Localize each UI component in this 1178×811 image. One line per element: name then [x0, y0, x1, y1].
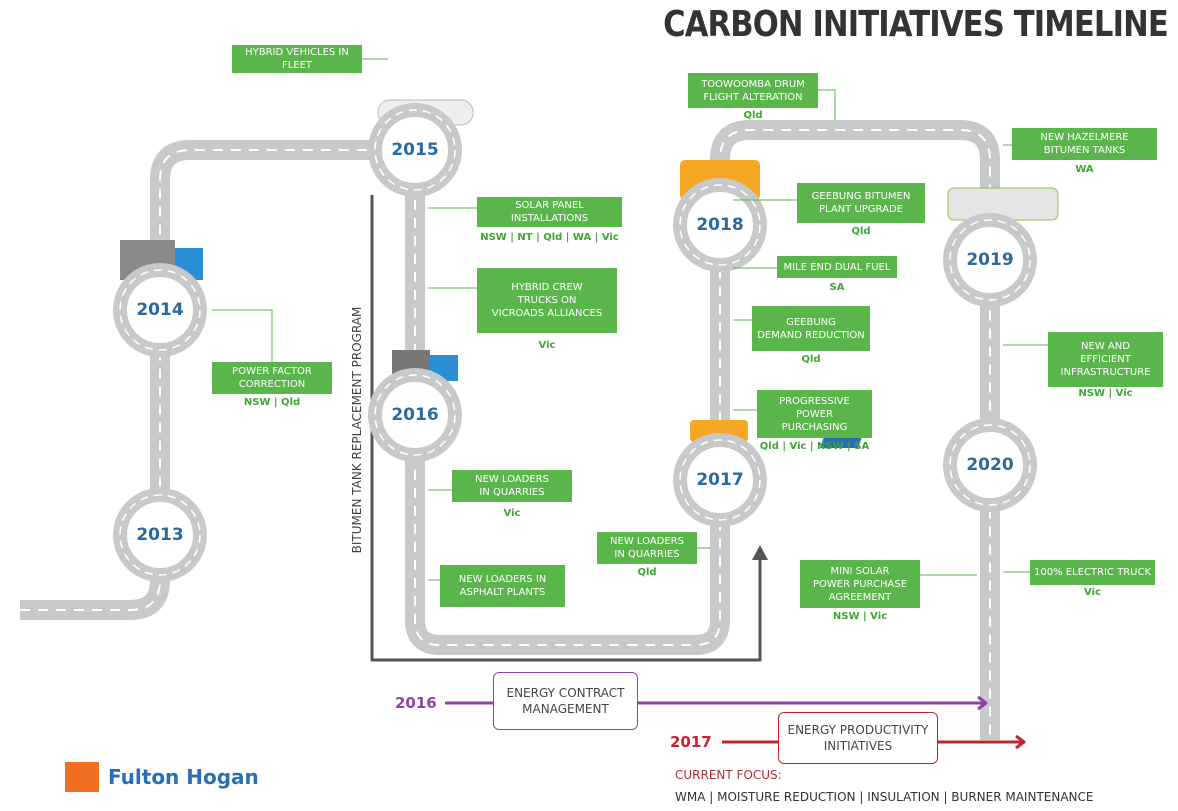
- milestone-year: 2019: [966, 250, 1013, 270]
- initiative-text: POWER FACTOR: [212, 365, 332, 378]
- milestone-year: 2020: [966, 455, 1013, 475]
- program-arrowhead: [752, 545, 768, 560]
- initiative-text: FLEET: [232, 59, 362, 72]
- initiative-text: SOLAR PANEL: [477, 199, 622, 212]
- initiative-text: IN QUARRIES: [452, 486, 572, 499]
- initiative-text: TOOWOOMBA DRUM: [688, 78, 818, 91]
- program-text: ENERGY PRODUCTIVITY: [779, 722, 937, 738]
- logo-icon: [65, 762, 99, 792]
- milestone-year: 2013: [136, 525, 183, 545]
- initiative-text: PLANT UPGRADE: [797, 203, 925, 216]
- initiative-regions: SA: [757, 282, 917, 293]
- initiative-text: INFRASTRUCTURE: [1048, 366, 1163, 379]
- initiative-text: NEW LOADERS: [597, 535, 697, 548]
- initiative-text: CORRECTION: [212, 378, 332, 391]
- initiative-regions: Qld: [732, 354, 890, 365]
- initiative-regions: Vic: [432, 508, 592, 519]
- initiative-box: 100% ELECTRIC TRUCK: [1030, 560, 1155, 585]
- program-text: MANAGEMENT: [494, 701, 637, 717]
- program-text: ENERGY CONTRACT: [494, 685, 637, 701]
- initiative-text: BITUMEN TANKS: [1012, 144, 1157, 157]
- side-label: BITUMEN TANK REPLACEMENT PROGRAM: [350, 307, 364, 554]
- initiative-text: INSTALLATIONS: [477, 212, 622, 225]
- initiative-text: DEMAND REDUCTION: [752, 329, 870, 342]
- initiative-regions: Qld | Vic | NSW | SA: [737, 441, 892, 452]
- milestone-year: 2015: [391, 140, 438, 160]
- initiative-text: POWER: [757, 408, 872, 421]
- initiative-text: TRUCKS ON: [477, 294, 617, 307]
- initiative-text: MILE END DUAL FUEL: [777, 261, 897, 274]
- initiative-text: POWER PURCHASE: [800, 578, 920, 591]
- initiative-text: FLIGHT ALTERATION: [688, 91, 818, 104]
- initiative-regions: Vic: [457, 340, 637, 351]
- initiative-regions: Vic: [1010, 587, 1175, 598]
- initiative-text: HYBRID VEHICLES IN: [232, 46, 362, 59]
- initiative-text: PROGRESSIVE: [757, 395, 872, 408]
- milestone-year: 2014: [136, 300, 183, 320]
- initiative-regions: Qld: [777, 226, 945, 237]
- program-text: INITIATIVES: [779, 738, 937, 754]
- title: CARBON INITIATIVES TIMELINE: [663, 4, 1168, 45]
- initiative-regions: NSW | Vic: [1028, 388, 1178, 399]
- initiative-text: NEW LOADERS: [452, 473, 572, 486]
- milestone-year: 2018: [696, 215, 743, 235]
- initiative-text: EFFICIENT: [1048, 353, 1163, 366]
- infographic: 2013 2014 2015 2016 2017 2018 2019 2020 CARBON …: [0, 0, 1178, 811]
- logo-text: Fulton Hogan: [108, 765, 259, 789]
- initiative-text: HYBRID CREW: [477, 281, 617, 294]
- initiative-text: GEEBUNG: [752, 316, 870, 329]
- initiative-regions: NSW | NT | Qld | WA | Vic: [457, 232, 642, 243]
- initiative-text: PURCHASING: [757, 421, 872, 434]
- initiative-text: 100% ELECTRIC TRUCK: [1030, 566, 1155, 579]
- initiative-box: MILE END DUAL FUEL: [777, 256, 897, 278]
- focus-items: WMA | MOISTURE REDUCTION | INSULATION | …: [675, 790, 1093, 804]
- milestone-year: 2016: [391, 405, 438, 425]
- initiative-text: VICROADS ALLIANCES: [477, 307, 617, 320]
- connector: [212, 310, 272, 362]
- initiative-regions: NSW | Vic: [780, 611, 940, 622]
- initiative-text: GEEBUNG BITUMEN: [797, 190, 925, 203]
- initiative-regions: NSW | Qld: [192, 397, 352, 408]
- initiative-regions: Qld: [668, 110, 838, 121]
- initiative-text: NEW AND: [1048, 340, 1163, 353]
- initiative-regions: WA: [992, 164, 1177, 175]
- initiative-text: NEW HAZELMERE: [1012, 131, 1157, 144]
- initiative-text: IN QUARRIES: [597, 548, 697, 561]
- program-year: 2017: [670, 733, 712, 751]
- initiative-text: NEW LOADERS IN: [440, 573, 565, 586]
- initiative-text: MINI SOLAR: [800, 565, 920, 578]
- initiative-regions: Qld: [577, 567, 717, 578]
- initiative-text: AGREEMENT: [800, 591, 920, 604]
- program-year: 2016: [395, 694, 437, 712]
- initiative-text: ASPHALT PLANTS: [440, 586, 565, 599]
- focus-heading: CURRENT FOCUS:: [675, 768, 782, 782]
- milestone-year: 2017: [696, 470, 743, 490]
